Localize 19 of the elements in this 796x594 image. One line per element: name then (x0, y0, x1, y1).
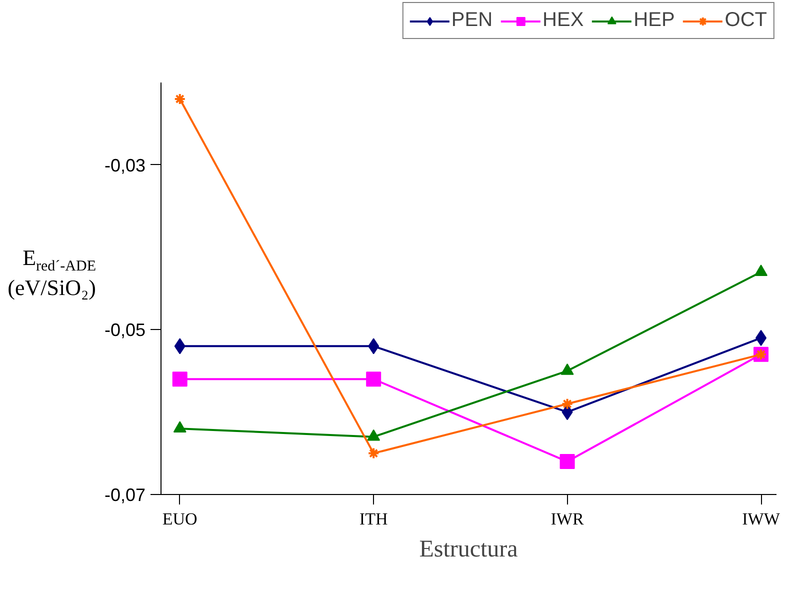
y-tick-label: -0,07 (104, 485, 146, 505)
legend-label: HEP (634, 9, 675, 32)
x-axis-title: Estructura (419, 536, 518, 562)
point (172, 372, 188, 387)
y-tick-label: -0,03 (104, 155, 146, 176)
legend-label: OCT (724, 9, 767, 32)
legend-label: PEN (451, 9, 493, 32)
y-tick-label: -0,05 (104, 320, 146, 340)
x-tick-label: IWR (550, 510, 584, 528)
x-tick-label: EUO (162, 510, 198, 528)
y-axis-title: E$_{red´-ADE}$ (eV/SiO₂) (6, 245, 96, 302)
x-tick-label: IWW (742, 510, 781, 528)
point (366, 372, 382, 387)
point (560, 454, 575, 470)
point (368, 447, 380, 460)
legend-label: HEX (542, 9, 584, 32)
point (174, 92, 186, 105)
x-tick-label: ITH (359, 510, 388, 528)
point (561, 398, 574, 410)
